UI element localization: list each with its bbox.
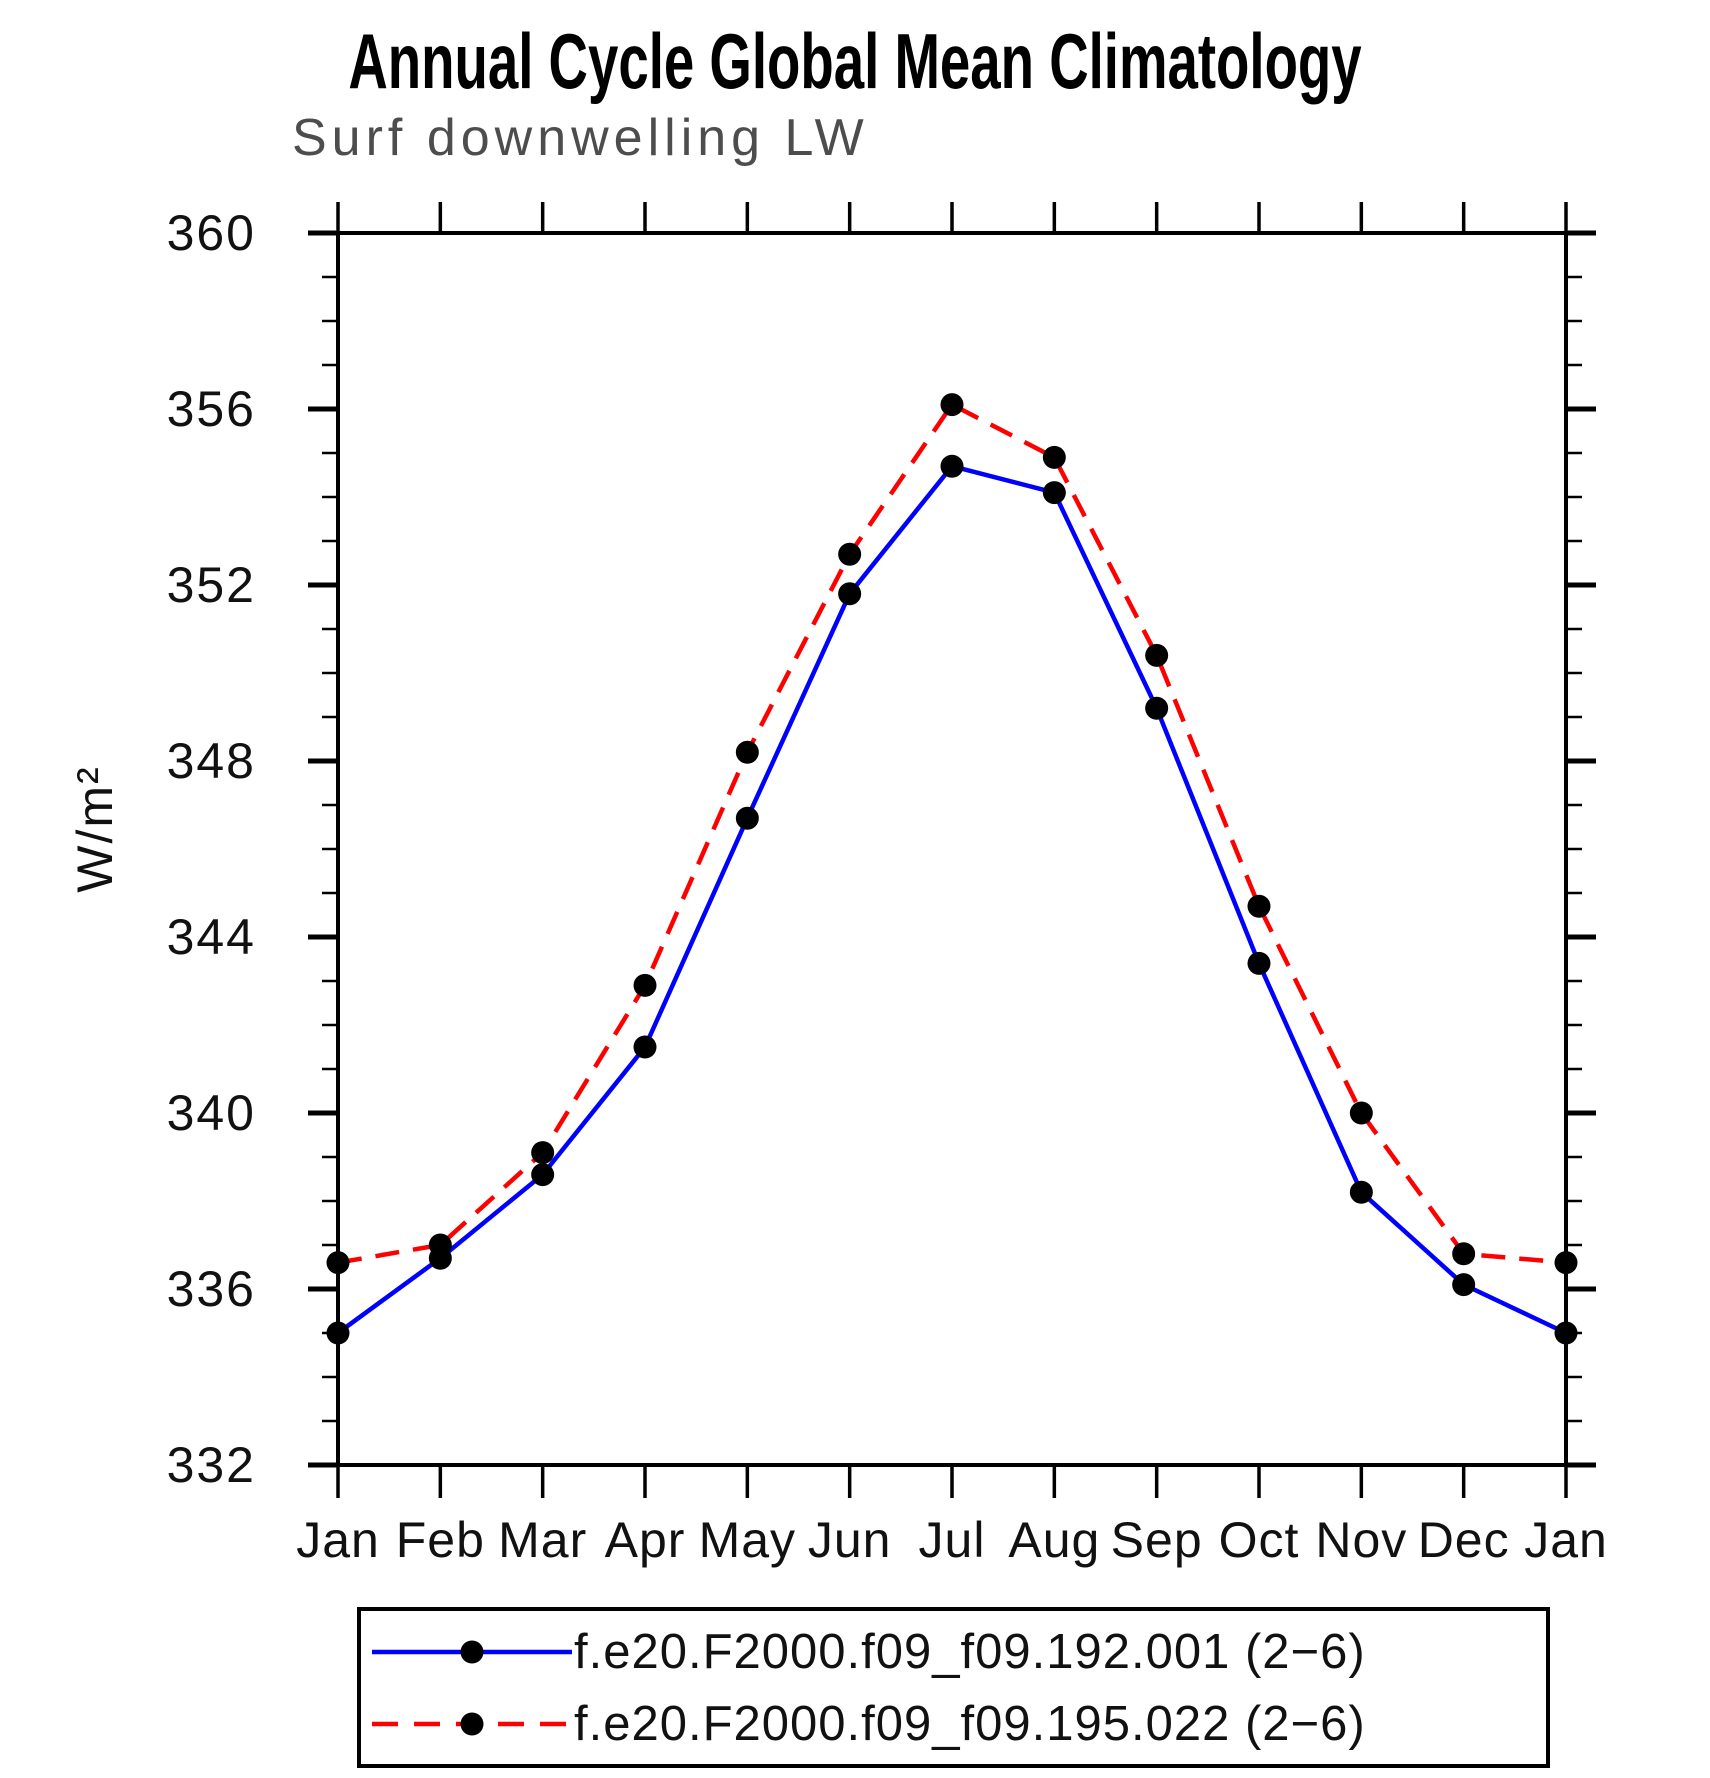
y-tick-label: 332 [167,1437,256,1493]
x-tick-label: Apr [605,1512,686,1568]
legend-label: f.e20.F2000.f09_f09.195.022 (2−6) [574,1696,1366,1751]
legend: f.e20.F2000.f09_f09.192.001 (2−6) f.e20.… [357,1607,1550,1768]
x-tick-label: Aug [1008,1512,1100,1568]
series-line-0 [336,463,1567,1336]
legend-label: f.e20.F2000.f09_f09.192.001 (2−6) [574,1624,1366,1679]
data-point-marker-series-0 [326,1321,350,1345]
plot-frame [336,231,1568,1467]
y-tick-label: 348 [167,733,256,789]
data-point-marker-series-1 [1247,894,1271,918]
data-point-marker-series-1 [428,1233,452,1257]
data-point-marker-series-0 [531,1163,555,1187]
y-axis-title: W/m² [67,765,123,892]
data-point-marker-series-0 [1247,951,1271,975]
x-tick-label: Jan [296,1512,380,1568]
data-point-marker-series-0 [1145,696,1169,720]
data-point-marker-series-1 [1145,643,1169,667]
x-tick-label: Sep [1111,1512,1203,1568]
data-point-marker-series-1 [940,393,964,417]
data-point-marker-series-0 [735,806,759,830]
y-tick-label: 340 [167,1085,256,1141]
x-tick-label: Jul [919,1512,986,1568]
legend-marker-dot [460,1640,484,1663]
y-tick-label: 344 [167,909,256,965]
data-point-marker-series-1 [633,973,657,997]
data-point-marker-series-1 [531,1141,555,1165]
x-tick-label: May [699,1512,796,1568]
data-point-marker-series-0 [940,454,964,478]
x-tick-label: Jan [1524,1512,1608,1568]
data-point-marker-series-0 [1554,1321,1578,1345]
data-point-marker-series-0 [838,582,862,606]
y-tick-label: 336 [167,1261,256,1317]
y-tick-label: 356 [167,381,256,437]
legend-item: f.e20.F2000.f09_f09.195.022 (2−6) [361,1691,1546,1757]
data-point-marker-series-1 [1042,445,1066,469]
x-tick-label: Jun [808,1512,892,1568]
data-point-marker-series-1 [1554,1251,1578,1275]
legend-item: f.e20.F2000.f09_f09.192.001 (2−6) [361,1619,1546,1685]
legend-line-sample-solid [372,1640,572,1663]
chart-title: Annual Cycle Global Mean Climatology [348,17,1362,105]
y-tick-label: 352 [167,557,256,613]
data-point-marker-series-1 [326,1251,350,1275]
x-tick-label: Nov [1315,1512,1407,1568]
data-point-marker-series-1 [1349,1101,1373,1125]
legend-line-sample-dashed [372,1712,572,1735]
y-tick-label: 360 [167,205,256,261]
data-point-marker-series-1 [1452,1242,1476,1266]
x-tick-label: Dec [1418,1512,1510,1568]
data-point-marker-series-0 [633,1035,657,1059]
data-point-marker-series-0 [1452,1273,1476,1297]
data-point-marker-series-1 [838,542,862,566]
series-line-1 [337,402,1567,1265]
legend-marker-dot [460,1712,484,1735]
data-point-marker-series-0 [1349,1180,1373,1204]
x-tick-label: Mar [498,1512,587,1568]
x-tick-label: Oct [1219,1512,1300,1568]
x-tick-label: Feb [396,1512,485,1568]
chart-subtitle: Surf downwelling LW [292,109,869,167]
data-point-marker-series-1 [735,740,759,764]
data-point-marker-series-0 [1042,481,1066,505]
